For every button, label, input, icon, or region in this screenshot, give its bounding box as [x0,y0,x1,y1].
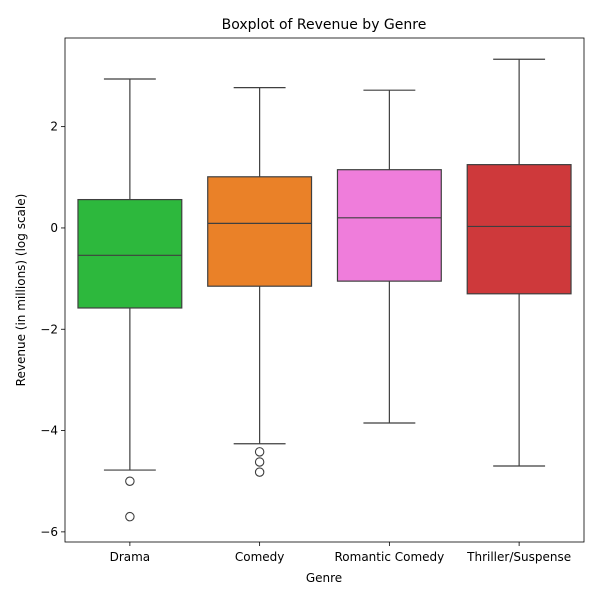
box-iqr [207,176,313,287]
box-group-1 [207,87,313,477]
box-group-2 [336,89,442,424]
outlier-point [254,467,265,477]
x-tick-label: Drama [110,550,151,564]
x-axis: Drama Comedy Romantic Comedy Thriller/Suspe… [110,542,571,564]
boxes-layer [77,58,572,522]
box-iqr [336,169,442,282]
box-group-0 [77,78,183,522]
box-group-3 [466,58,572,467]
y-axis-label: Revenue (in millions) (log scale) [14,194,28,387]
x-tick-label: Romantic Comedy [334,550,444,564]
y-tick-label: −2 [40,322,58,336]
outlier-point [254,447,265,457]
box-iqr [466,164,572,295]
outlier-point [125,476,135,486]
box-iqr [77,198,183,309]
y-tick-label: −6 [40,525,58,539]
y-tick-label: 0 [50,221,58,235]
y-tick-label: 2 [50,120,58,134]
outlier-point [125,511,135,522]
plot-frame [64,37,585,543]
y-axis: −6 −4 −2 0 2 [40,120,65,539]
x-tick-label: Comedy [235,550,285,564]
x-axis-label: Genre [306,571,342,585]
x-tick-label: Thriller/Suspense [466,550,571,564]
outlier-point [254,457,265,467]
chart-title: Boxplot of Revenue by Genre [222,17,427,33]
y-tick-label: −4 [40,424,58,438]
